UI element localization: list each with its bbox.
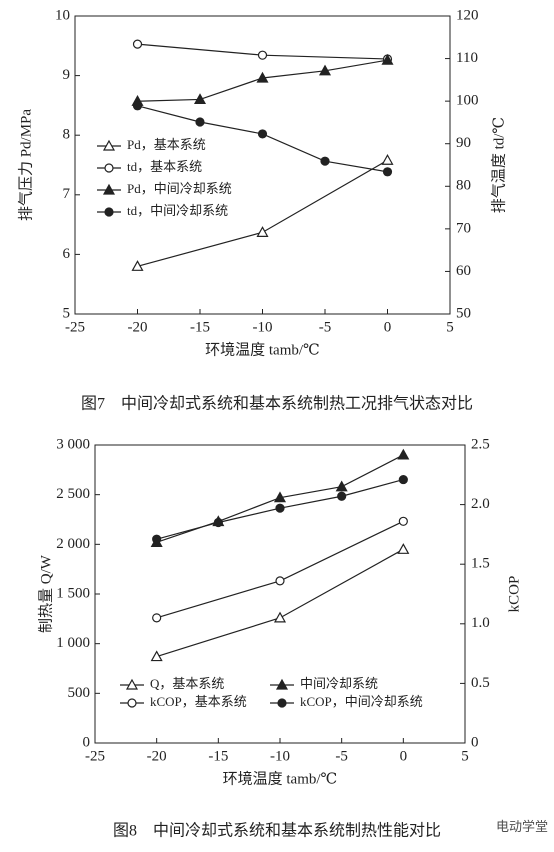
y-tick-label: 0 [83,734,91,750]
y-tick-label: 2 000 [56,536,90,552]
x-tick-label: -10 [270,748,290,764]
y-tick-label: 9 [63,67,71,83]
marker [397,448,410,460]
marker [381,53,394,65]
marker [193,93,207,105]
y-tick-label: 8 [63,127,71,143]
marker [132,39,143,49]
x-tick-label: 5 [446,319,454,335]
marker [320,156,330,166]
y2-tick-label: 50 [456,305,471,321]
marker [318,64,332,76]
marker [256,226,269,237]
y-tick-label: 5 [63,305,71,321]
y2-axis-label: 排气温度 td/℃ [490,117,507,213]
marker [195,117,205,127]
marker [275,576,285,586]
legend-marker [275,678,289,690]
legend-label: kCOP，基本系统 [150,694,247,709]
legend-label: td，基本系统 [127,159,202,174]
legend-label: 中间冷却系统 [300,676,378,691]
legend-marker [104,163,114,173]
x-tick-label: -20 [147,748,167,764]
y2-tick-label: 0 [471,734,479,750]
marker [398,516,408,526]
x-tick-label: -10 [253,319,273,335]
x-axis-label: 环境温度 tamb/℃ [223,769,338,787]
y2-tick-label: 60 [456,263,471,279]
y2-tick-label: 1.5 [471,556,490,572]
y2-tick-label: 120 [456,7,479,23]
x-tick-label: -15 [208,748,228,764]
y-tick-label: 10 [55,7,70,23]
marker [213,517,223,528]
y2-tick-label: 0.5 [471,675,490,691]
y-axis-label: 排气压力 Pd/MPa [17,109,34,221]
y-tick-label: 500 [68,685,91,701]
y2-tick-label: 100 [456,93,479,109]
y2-tick-label: 80 [456,178,471,194]
legend-label: Pd，基本系统 [127,137,206,152]
legend-label: td，中间冷却系统 [127,203,228,218]
y-axis-label: 制热量 Q/W [37,554,54,633]
legend-label: kCOP，中间冷却系统 [300,694,423,709]
marker [381,153,394,165]
marker [256,71,269,83]
x-axis-label: 环境温度 tamb/℃ [205,340,320,358]
y-tick-label: 1 000 [56,635,90,651]
y2-tick-label: 1.0 [471,615,490,631]
marker [132,101,143,111]
y-tick-label: 3 000 [56,436,90,452]
marker [150,650,163,662]
legend-marker [102,139,116,151]
y2-tick-label: 110 [456,50,478,66]
legend-marker [104,207,114,217]
series-line [156,548,404,658]
marker [273,611,287,623]
marker [397,543,410,554]
legend-marker [125,678,139,690]
watermark: 电动学堂 [496,819,548,834]
y-tick-label: 2 500 [56,486,90,502]
marker [382,167,393,177]
y2-tick-label: 2.5 [471,436,490,452]
y2-tick-label: 90 [456,135,471,151]
x-tick-label: -5 [319,319,332,335]
marker [398,474,408,485]
marker [257,129,268,139]
x-tick-label: -15 [190,319,210,335]
marker [152,534,162,544]
marker [131,260,144,271]
y-tick-label: 1 500 [56,585,90,601]
y-tick-label: 6 [63,246,71,262]
marker [257,50,268,60]
marker [335,480,348,492]
x-tick-label: 0 [384,319,392,335]
marker [337,491,347,501]
legend-marker [277,698,287,708]
x-tick-label: -20 [128,319,148,335]
x-tick-label: -25 [65,319,85,335]
y2-tick-label: 2.0 [471,496,490,512]
x-tick-label: 5 [461,748,469,764]
y2-axis-label: kCOP [506,576,522,613]
x-tick-label: -5 [335,748,348,764]
marker [275,503,285,513]
marker [152,613,162,623]
x-tick-label: -25 [85,748,105,764]
legend-marker [127,698,137,708]
y-tick-label: 7 [63,186,71,202]
legend-label: Q，基本系统 [150,676,224,691]
figure-caption: 图7 中间冷却式系统和基本系统制热工况排气状态对比 [81,395,473,413]
figure-caption: 图8 中间冷却式系统和基本系统制热性能对比 [113,822,441,840]
x-tick-label: 0 [400,748,408,764]
legend-label: Pd，中间冷却系统 [127,181,232,196]
y2-tick-label: 70 [456,220,471,236]
marker [273,491,287,503]
legend-marker [102,183,116,195]
